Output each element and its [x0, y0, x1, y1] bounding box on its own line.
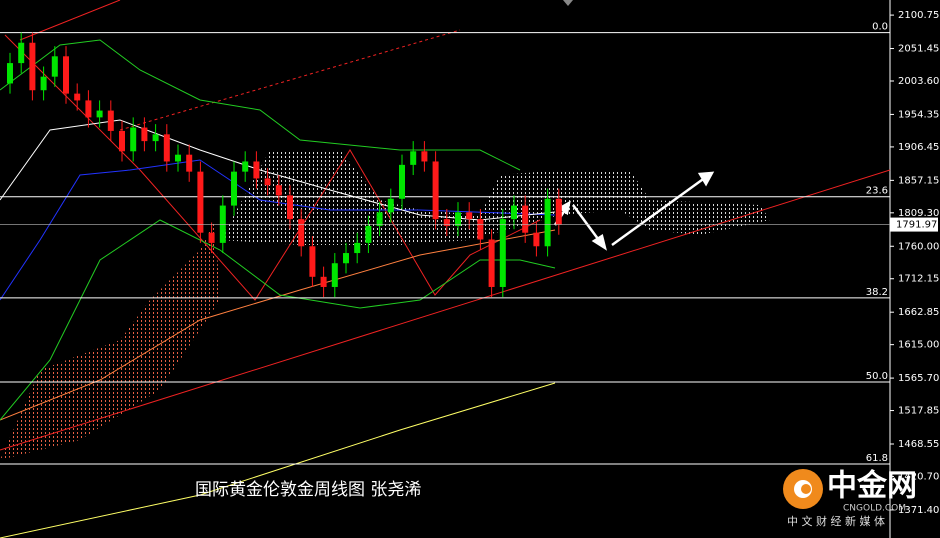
candle-body: [298, 219, 305, 247]
last-price-box: [890, 217, 938, 232]
logo-icon: [801, 484, 811, 494]
y-tick-label: 1712.15: [898, 274, 939, 285]
candle-body: [219, 205, 226, 243]
candle-body: [488, 239, 495, 287]
candle-body: [63, 56, 69, 94]
candle-body: [410, 151, 417, 165]
candle-body: [130, 127, 137, 152]
candle-body: [253, 161, 260, 179]
y-tick-label: 2100.75: [898, 10, 939, 21]
y-tick-label: 1857.15: [898, 175, 939, 186]
candle-body: [197, 171, 204, 233]
candle-body: [455, 212, 461, 226]
candle-body: [499, 219, 506, 287]
fib-label: 61.8: [866, 453, 888, 464]
y-tick-label: 1954.35: [898, 109, 939, 120]
y-tick-label: 1906.45: [898, 142, 939, 153]
cloud: [220, 150, 770, 245]
logo-slogan: 中 文 财 经 新 媒 体: [787, 514, 885, 528]
candle-body: [51, 56, 58, 77]
y-tick-label: 1809.30: [898, 208, 939, 219]
candle-body: [74, 93, 81, 101]
candle-body: [365, 225, 372, 243]
fib-label: 38.2: [866, 287, 888, 298]
trend-line: [0, 169, 891, 451]
y-tick-label: 2051.45: [898, 44, 939, 55]
trend-line: [19, 0, 121, 41]
candle-body: [242, 161, 249, 172]
moving-average: [0, 229, 556, 421]
y-tick-label: 1760.00: [898, 241, 939, 252]
candle-body: [208, 232, 215, 243]
candle-body: [163, 134, 170, 162]
fib-label: 0.0: [872, 22, 888, 33]
candle-body: [186, 154, 193, 172]
candle-body: [175, 154, 181, 162]
y-tick-label: 1615.00: [898, 340, 939, 351]
candle-body: [421, 151, 428, 162]
candle-body: [511, 205, 517, 220]
y-tick-label: 1662.85: [898, 307, 939, 318]
candle-body: [40, 76, 47, 91]
candle-body: [18, 42, 25, 64]
y-tick-label: 1371.40: [898, 505, 939, 516]
plot: 2100.75 2051.45 2003.60 1954.35 1906.45 1857.…: [0, 10, 939, 516]
y-tick-label: 1420.70: [898, 471, 939, 482]
logo-site: CNGOLD.COM: [843, 504, 906, 514]
last-price-label: 1791.97: [896, 220, 937, 231]
candle-body: [376, 212, 383, 226]
candle-body: [343, 253, 349, 264]
candle-body: [522, 205, 529, 233]
candle-body: [107, 110, 114, 131]
candle-body: [331, 263, 338, 287]
candle-body: [443, 219, 450, 226]
trend-line: [119, 29, 461, 131]
fib-label: 50.0: [866, 371, 888, 382]
candle-body: [354, 242, 361, 254]
y-tick-label: 1565.70: [898, 373, 939, 384]
candle-body: [141, 127, 148, 142]
candle-body: [387, 198, 394, 213]
candle-body: [533, 232, 540, 247]
candle-body: [309, 246, 316, 277]
y-tick-label: 2003.60: [898, 76, 939, 87]
candle-body: [477, 219, 484, 240]
y-tick-label: 1468.55: [898, 439, 939, 450]
candle-body: [432, 161, 439, 220]
cloud: [0, 220, 220, 460]
candle-body: [555, 198, 562, 225]
candle-body: [466, 212, 473, 220]
candle-body: [7, 63, 13, 84]
candle-body: [275, 185, 282, 196]
candle-body: [320, 276, 327, 287]
candle-body: [287, 195, 293, 220]
candle-body: [231, 171, 237, 206]
moving-average: [0, 382, 556, 538]
y-tick-label: 1517.85: [898, 406, 939, 417]
scroll-marker: [563, 0, 573, 6]
candle-body: [119, 130, 125, 152]
logo-brand: 中金网: [827, 469, 917, 504]
candle-body: [29, 42, 36, 91]
fib-label: 23.6: [866, 186, 888, 197]
watermark: 中金网 CNGOLD.COM 中 文 财 经 新 媒 体: [783, 469, 917, 528]
candle-body: [264, 178, 271, 186]
bollinger-band: [0, 39, 521, 171]
candle-body: [85, 100, 92, 118]
candle-body: [152, 134, 159, 142]
candle-body: [96, 110, 103, 118]
chart-title: 国际黄金伦敦金周线图 张尧浠: [195, 480, 421, 500]
candle-body: [399, 164, 405, 199]
candle-body: [544, 198, 551, 247]
